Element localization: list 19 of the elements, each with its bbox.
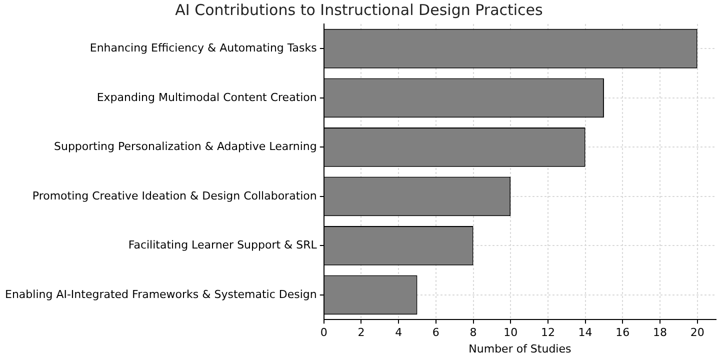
x-tick-label: 0 <box>320 326 328 340</box>
x-tick-label: 18 <box>652 326 667 340</box>
x-tick-label: 20 <box>690 326 704 340</box>
y-tick-label: Enabling AI-Integrated Frameworks & Systematic Design <box>4 288 317 301</box>
y-tick-label: Enhancing Efficiency & Automating Tasks <box>90 41 318 54</box>
x-tick-label: 16 <box>616 326 630 340</box>
x-tick-label: 8 <box>470 326 477 340</box>
y-tick-label: Expanding Multimodal Content Creation <box>96 90 317 104</box>
chart-title: AI Contributions to Instructional Design Practices <box>175 0 544 19</box>
x-tick-label: 2 <box>358 326 365 340</box>
x-axis-title: Number of Studies <box>468 342 572 356</box>
x-tick-label: 14 <box>578 326 592 340</box>
x-tick-label: 12 <box>540 326 555 340</box>
x-tick-label: 10 <box>504 326 518 340</box>
x-tick-label: 4 <box>395 326 402 340</box>
y-tick-label: Supporting Personalization & Adaptive Learning <box>54 140 317 154</box>
x-tick-label: 6 <box>432 326 440 340</box>
y-tick-label: Promoting Creative Ideation & Design Collaboration <box>32 189 317 202</box>
y-tick-label: Facilitating Learner Support & SRL <box>128 238 318 252</box>
